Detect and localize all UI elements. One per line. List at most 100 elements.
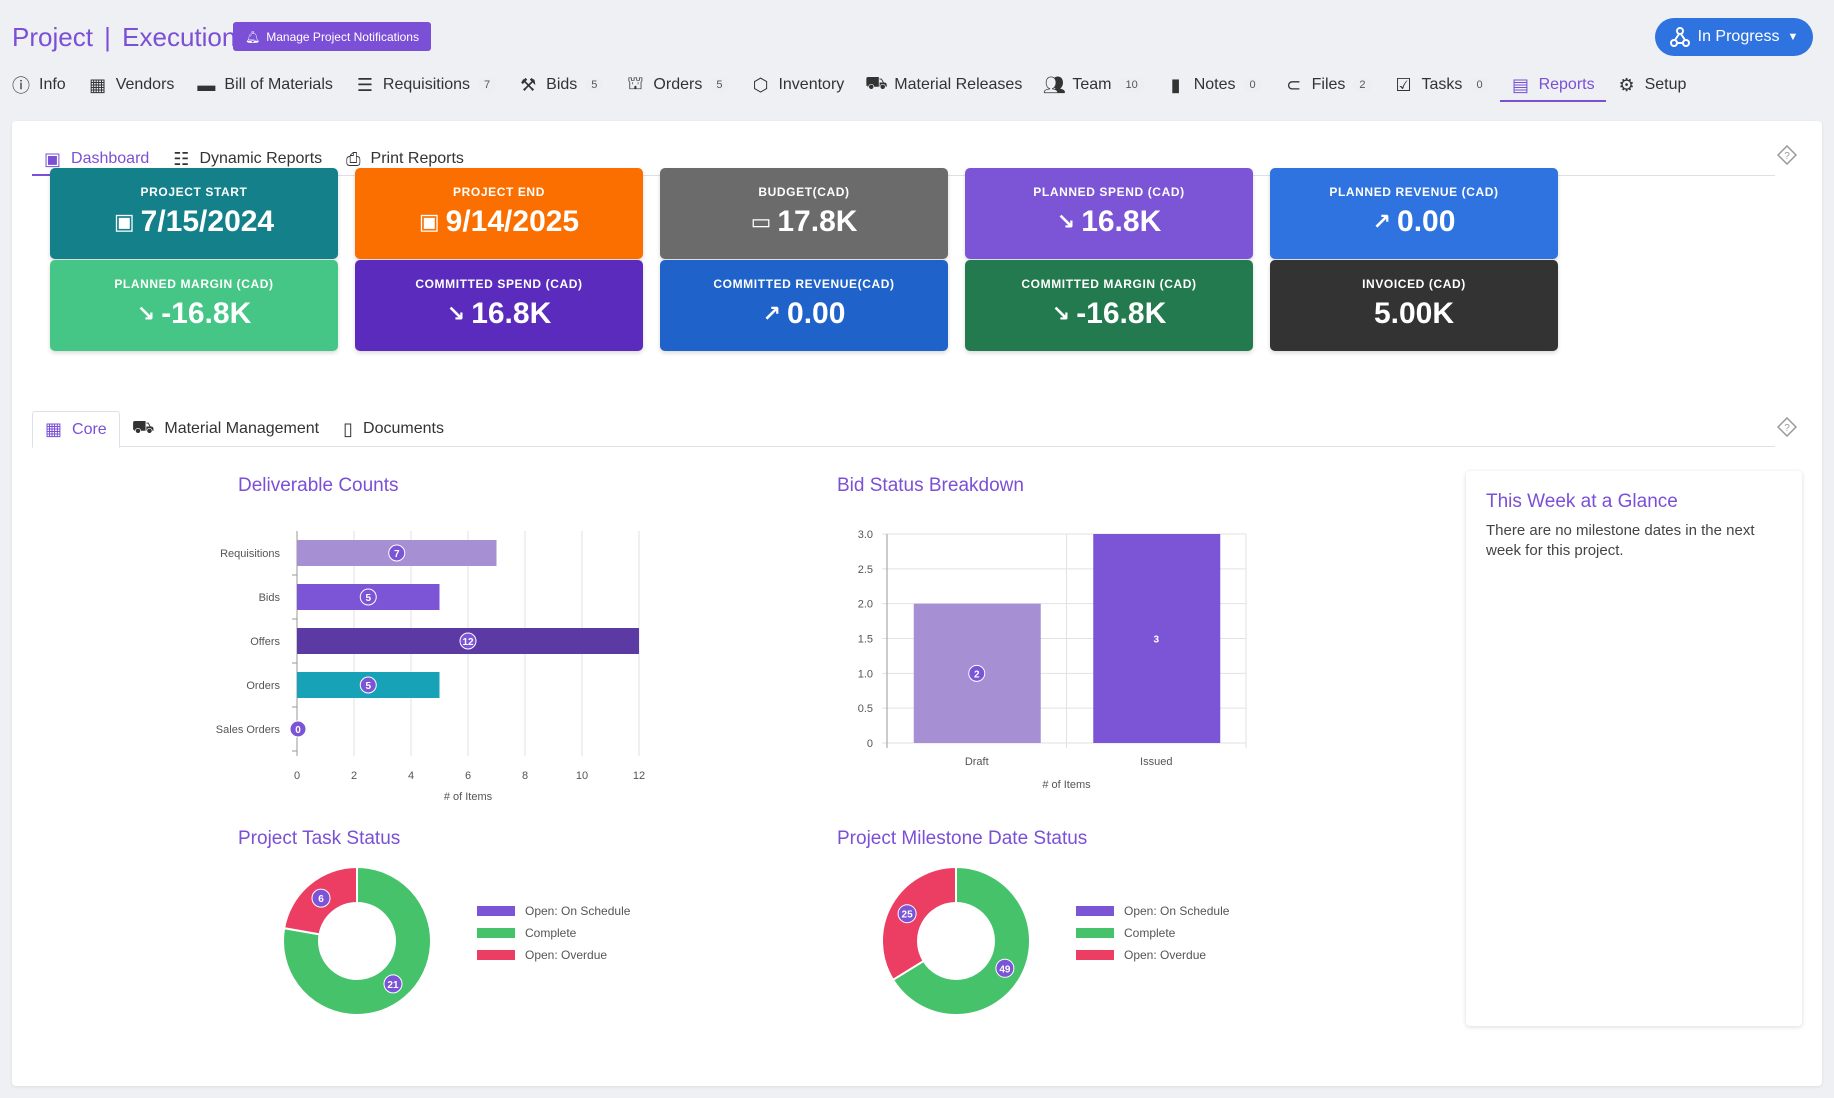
kpi-card: INVOICED (CAD) 5.00K xyxy=(1270,260,1558,351)
nav-tab-files[interactable]: ⊂ Files 2 xyxy=(1273,68,1383,102)
nav-tab-bill-of-materials[interactable]: ▬ Bill of Materials xyxy=(185,68,343,102)
category-tab-label: Core xyxy=(72,420,107,438)
manage-notifications-button[interactable]: 🔔︎ Manage Project Notifications xyxy=(233,22,431,51)
kpi-card: PLANNED REVENUE (CAD) ↗ 0.00 xyxy=(1270,168,1558,259)
kpi-card: COMMITTED MARGIN (CAD) ↘ -16.8K xyxy=(965,260,1253,351)
x-tick-label: Draft xyxy=(965,756,989,768)
data-label-badge xyxy=(995,958,1015,978)
milestone-status-chart: 04925 xyxy=(871,856,1041,1031)
legend-swatch xyxy=(477,950,515,960)
x-tick-label: Issued xyxy=(1140,756,1172,768)
truck-icon: ⛟ xyxy=(131,417,155,437)
info-icon: ⓘ xyxy=(12,76,30,96)
kpi-value: 7/15/2024 xyxy=(140,205,275,238)
x-tick-label: 0 xyxy=(294,770,300,782)
nav-tab-label: Bids xyxy=(546,76,578,93)
nav-tab-reports[interactable]: ▤ Reports xyxy=(1499,68,1606,102)
nav-tab-notes[interactable]: ▮ Notes 0 xyxy=(1155,68,1273,102)
bell-icon: 🔔︎ xyxy=(245,29,261,44)
nav-tab-vendors[interactable]: ▦ Vendors xyxy=(77,68,186,102)
x-tick-label: 10 xyxy=(576,770,588,782)
data-label-badge xyxy=(459,632,477,650)
nav-tab-requisitions[interactable]: ☰ Requisitions 7 xyxy=(344,68,507,102)
data-label-badge xyxy=(388,544,406,562)
nav-tab-inventory[interactable]: ⬡ Inventory xyxy=(739,68,855,102)
nav-tab-bids[interactable]: ⚒ Bids 5 xyxy=(507,68,614,102)
data-label: 0 xyxy=(295,725,301,736)
category-tab-core[interactable]: ▦ Core xyxy=(32,411,120,448)
data-label: 5 xyxy=(365,593,371,604)
subtab-print-reports[interactable]: ⎙ Print Reports xyxy=(334,143,476,175)
x-tick-label: 8 xyxy=(522,770,528,782)
subtab-label: Print Reports xyxy=(370,150,464,167)
x-axis-label: # of Items xyxy=(444,791,493,801)
manage-notifications-label: Manage Project Notifications xyxy=(266,29,419,44)
kpi-label: COMMITTED SPEND (CAD) xyxy=(415,277,583,291)
status-dropdown-button[interactable]: In Progress ▼ xyxy=(1655,18,1813,56)
category-tab-documents[interactable]: ▯ Documents xyxy=(331,411,456,447)
week-glance-title: This Week at a Glance xyxy=(1486,491,1678,512)
nav-tab-setup[interactable]: ⚙ Setup xyxy=(1606,68,1698,102)
nav-tab-label: Vendors xyxy=(115,76,175,93)
subtab-dynamic-reports[interactable]: ☷ Dynamic Reports xyxy=(161,143,334,175)
svg-text:?: ? xyxy=(1784,151,1790,162)
legend-item[interactable]: Open: Overdue xyxy=(477,944,630,966)
x-tick-label: 4 xyxy=(408,770,414,782)
kpi-value: 5.00K xyxy=(1373,297,1455,330)
kpi-card: COMMITTED SPEND (CAD) ↘ 16.8K xyxy=(355,260,643,351)
report-icon: ▤ xyxy=(1512,74,1530,95)
deliverable-counts-chart: 0 2 4 6 8 10 12 Requisitions 7 Bids 5 Offers 12 Order… xyxy=(182,501,672,806)
nav-tab-orders[interactable]: ⛫ Orders 5 xyxy=(614,68,739,102)
gears-icon: ⚙ xyxy=(1618,74,1635,95)
donut-slice[interactable] xyxy=(881,865,957,982)
kpi-value: 16.8K xyxy=(1081,205,1162,238)
kpi-value: 0.00 xyxy=(1397,205,1456,238)
kpi-card: BUDGET(CAD) ▭ 17.8K xyxy=(660,168,948,259)
nav-tab-tasks[interactable]: ☑ Tasks 0 xyxy=(1383,68,1500,102)
legend-swatch xyxy=(1076,950,1114,960)
sliders-icon: ☷ xyxy=(173,148,190,169)
data-label: 25 xyxy=(902,910,914,921)
gavel-icon: ⚒ xyxy=(520,74,537,95)
building-icon: ▦ xyxy=(89,74,107,95)
kpi-value-row: ↗ 0.00 xyxy=(1270,205,1558,239)
help-icon[interactable]: ? xyxy=(1777,145,1797,165)
title-separator: | xyxy=(104,22,111,52)
x-tick-label: 2 xyxy=(351,770,357,782)
legend-item[interactable]: Open: On Schedule xyxy=(1076,900,1229,922)
printer-icon: ⎙ xyxy=(346,148,361,169)
kpi-label: COMMITTED REVENUE(CAD) xyxy=(713,277,895,291)
legend-swatch xyxy=(477,928,515,938)
dashboard-icon: ▣ xyxy=(44,148,62,169)
legend-item[interactable]: Complete xyxy=(1076,922,1229,944)
x-axis-label: # of Items xyxy=(1042,779,1091,791)
help-icon[interactable]: ? xyxy=(1777,417,1797,437)
y-tick-label: 1.0 xyxy=(858,668,873,680)
kpi-label: PLANNED SPEND (CAD) xyxy=(1033,185,1185,199)
nav-tab-team[interactable]: 👥︎ Team 10 xyxy=(1033,68,1154,102)
nav-tab-label: Requisitions xyxy=(382,76,471,93)
nav-tab-material-releases[interactable]: ⛟ Material Releases xyxy=(855,68,1033,102)
data-label: 49 xyxy=(999,964,1011,975)
nav-tab-label: Info xyxy=(39,76,66,93)
week-glance-card: This Week at a Glance There are no miles… xyxy=(1466,471,1802,1026)
kpi-label: PLANNED REVENUE (CAD) xyxy=(1329,185,1499,199)
legend-item[interactable]: Complete xyxy=(477,922,630,944)
trend-down-icon: ↘ xyxy=(446,301,466,326)
bid-status-title: Bid Status Breakdown xyxy=(837,475,1024,496)
nav-tab-count: 5 xyxy=(585,78,604,92)
data-label: 21 xyxy=(387,980,399,991)
truck-icon: ⛟ xyxy=(864,73,888,93)
legend-item[interactable]: Open: On Schedule xyxy=(477,900,630,922)
note-icon: ▮ xyxy=(1170,74,1181,95)
nav-tab-label: Tasks xyxy=(1421,76,1463,93)
legend-item[interactable]: Open: Overdue xyxy=(1076,944,1229,966)
nav-tab-info[interactable]: ⓘ Info xyxy=(0,68,77,102)
subtab-label: Dynamic Reports xyxy=(199,150,323,167)
donut-slice[interactable] xyxy=(891,865,1031,1016)
svg-text:?: ? xyxy=(1784,423,1790,434)
bar[interactable] xyxy=(1093,534,1221,743)
basket-icon: ⛫ xyxy=(627,73,644,93)
category-tab-material-management[interactable]: ⛟ Material Management xyxy=(120,411,331,447)
kpi-value-row: ▣ 9/14/2025 xyxy=(355,205,643,239)
